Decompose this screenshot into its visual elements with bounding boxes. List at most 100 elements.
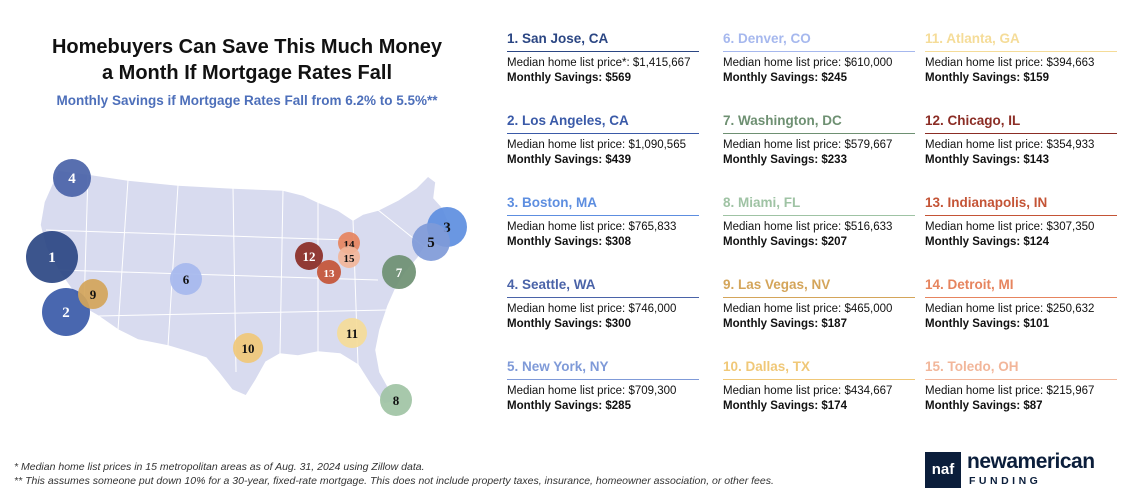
map-marker-9 <box>78 279 108 309</box>
map-marker-label-10: 10 <box>242 341 255 356</box>
city-median-price: Median home list price: $610,000 <box>723 57 893 69</box>
city-median-price: Median home list price: $354,933 <box>925 139 1095 151</box>
logo-name: newamerican <box>967 450 1095 473</box>
map-marker-label-5: 5 <box>427 235 435 251</box>
logo-subtitle: FUNDING <box>969 475 1042 487</box>
city-monthly-savings: Monthly Savings: $207 <box>723 236 847 248</box>
city-name: 1. San Jose, CA <box>507 30 699 52</box>
city-entry: 9. Las Vegas, NV Median home list price: … <box>723 276 915 332</box>
city-name: 12. Chicago, IL <box>925 112 1117 134</box>
city-name: 3. Boston, MA <box>507 194 699 216</box>
city-median-price: Median home list price: $709,300 <box>507 385 677 397</box>
city-entry: 14. Detroit, MI Median home list price: $… <box>925 276 1117 332</box>
map-marker-4 <box>53 159 91 197</box>
footnote-2: ** This assumes someone put down 10% for… <box>14 475 774 487</box>
city-monthly-savings: Monthly Savings: $285 <box>507 400 631 412</box>
city-entry: 11. Atlanta, GA Median home list price: $… <box>925 30 1117 86</box>
map-marker-label-7: 7 <box>396 265 403 280</box>
city-entry: 4. Seattle, WA Median home list price: $7… <box>507 276 699 332</box>
city-name: 14. Detroit, MI <box>925 276 1117 298</box>
map-marker-15 <box>338 246 360 268</box>
city-median-price: Median home list price: $746,000 <box>507 303 677 315</box>
company-logo: naf newamerican FUNDING <box>925 450 1115 490</box>
city-monthly-savings: Monthly Savings: $87 <box>925 400 1043 412</box>
city-entry: 1. San Jose, CA Median home list price*: … <box>507 30 699 86</box>
city-monthly-savings: Monthly Savings: $101 <box>925 318 1049 330</box>
map-marker-1 <box>26 231 78 283</box>
title-line-1: Homebuyers Can Save This Much Money <box>51 36 443 58</box>
map-marker-label-9: 9 <box>90 287 97 302</box>
city-name: 11. Atlanta, GA <box>925 30 1117 52</box>
map-marker-label-14: 14 <box>344 239 356 251</box>
city-median-price: Median home list price: $250,632 <box>925 303 1095 315</box>
city-monthly-savings: Monthly Savings: $124 <box>925 236 1049 248</box>
city-monthly-savings: Monthly Savings: $174 <box>723 400 847 412</box>
page-title: Homebuyers Can Save This Much Money a Mo… <box>12 34 482 86</box>
city-name: 5. New York, NY <box>507 358 699 380</box>
city-median-price: Median home list price: $1,090,565 <box>507 139 686 151</box>
map-marker-5 <box>412 223 450 261</box>
city-name: 7. Washington, DC <box>723 112 915 134</box>
city-name: 4. Seattle, WA <box>507 276 699 298</box>
city-entry: 15. Toledo, OH Median home list price: $2… <box>925 358 1117 414</box>
map-marker-label-11: 11 <box>346 326 358 341</box>
map-marker-12 <box>295 242 323 270</box>
map-marker-7 <box>382 255 416 289</box>
city-median-price: Median home list price: $215,967 <box>925 385 1095 397</box>
footnote-1: * Median home list prices in 15 metropol… <box>14 461 425 473</box>
city-entry: 13. Indianapolis, IN Median home list pri… <box>925 194 1117 250</box>
city-median-price: Median home list price: $765,833 <box>507 221 677 233</box>
city-median-price: Median home list price: $516,633 <box>723 221 893 233</box>
map-marker-label-3: 3 <box>443 220 451 236</box>
page-subtitle: Monthly Savings if Mortgage Rates Fall f… <box>56 93 438 108</box>
map-marker-label-2: 2 <box>62 305 70 321</box>
logo-mark: naf <box>925 452 961 488</box>
map-marker-2 <box>42 288 90 336</box>
city-name: 15. Toledo, OH <box>925 358 1117 380</box>
city-entry: 5. New York, NY Median home list price: $… <box>507 358 699 414</box>
footnotes: * Median home list prices in 15 metropol… <box>14 460 914 488</box>
city-median-price: Median home list price: $394,663 <box>925 57 1095 69</box>
map-marker-label-6: 6 <box>183 272 190 287</box>
map-marker-label-1: 1 <box>48 250 56 266</box>
city-monthly-savings: Monthly Savings: $159 <box>925 72 1049 84</box>
city-entry: 6. Denver, CO Median home list price: $61… <box>723 30 915 86</box>
city-entry: 8. Miami, FL Median home list price: $516… <box>723 194 915 250</box>
city-entry: 10. Dallas, TX Median home list price: $4… <box>723 358 915 414</box>
city-list: 1. San Jose, CA Median home list price*: … <box>507 30 1117 430</box>
city-entry: 12. Chicago, IL Median home list price: $… <box>925 112 1117 168</box>
map-marker-13 <box>317 260 341 284</box>
city-median-price: Median home list price*: $1,415,667 <box>507 57 691 69</box>
map-marker-8 <box>380 384 412 416</box>
city-name: 2. Los Angeles, CA <box>507 112 699 134</box>
city-name: 8. Miami, FL <box>723 194 915 216</box>
city-median-price: Median home list price: $307,350 <box>925 221 1095 233</box>
city-monthly-savings: Monthly Savings: $308 <box>507 236 631 248</box>
city-median-price: Median home list price: $434,667 <box>723 385 893 397</box>
city-monthly-savings: Monthly Savings: $569 <box>507 72 631 84</box>
city-name: 10. Dallas, TX <box>723 358 915 380</box>
map-marker-label-13: 13 <box>324 268 336 280</box>
city-entry: 3. Boston, MA Median home list price: $76… <box>507 194 699 250</box>
city-monthly-savings: Monthly Savings: $233 <box>723 154 847 166</box>
title-line-2: a Month If Mortgage Rates Fall <box>101 62 393 84</box>
map-marker-label-15: 15 <box>344 253 356 265</box>
map-marker-6 <box>170 263 202 295</box>
city-name: 6. Denver, CO <box>723 30 915 52</box>
map-marker-11 <box>337 318 367 348</box>
city-monthly-savings: Monthly Savings: $439 <box>507 154 631 166</box>
city-monthly-savings: Monthly Savings: $245 <box>723 72 847 84</box>
map-marker-label-12: 12 <box>303 249 316 264</box>
city-entry: 7. Washington, DC Median home list price:… <box>723 112 915 168</box>
map-marker-label-8: 8 <box>393 393 400 408</box>
city-median-price: Median home list price: $465,000 <box>723 303 893 315</box>
map-marker-label-4: 4 <box>68 171 76 187</box>
city-entry: 2. Los Angeles, CA Median home list price… <box>507 112 699 168</box>
city-name: 9. Las Vegas, NV <box>723 276 915 298</box>
city-monthly-savings: Monthly Savings: $143 <box>925 154 1049 166</box>
city-monthly-savings: Monthly Savings: $300 <box>507 318 631 330</box>
city-monthly-savings: Monthly Savings: $187 <box>723 318 847 330</box>
map-marker-10 <box>233 333 263 363</box>
